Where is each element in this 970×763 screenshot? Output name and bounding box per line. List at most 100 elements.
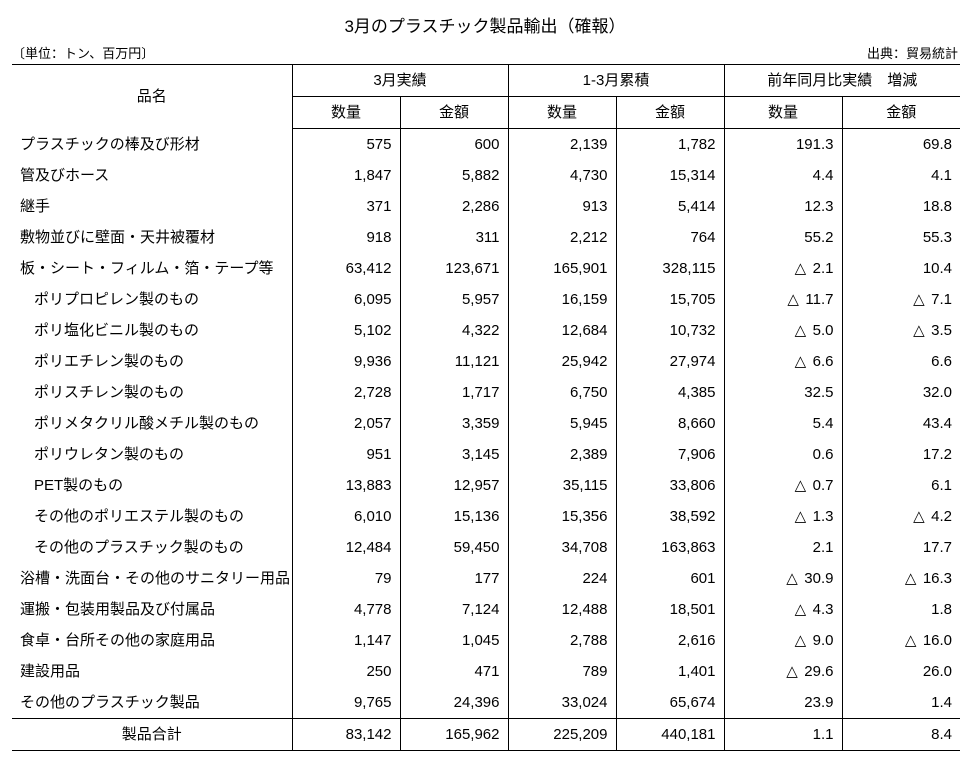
meta-row: 〔単位：トン、百万円〕 出典：貿易統計 (12, 43, 958, 62)
table-cell: 2,728 (292, 377, 400, 408)
table-cell: 27,974 (616, 346, 724, 377)
row-name: ポリウレタン製のもの (12, 439, 292, 470)
table-cell: 600 (400, 129, 508, 161)
table-cell: 8.4 (842, 719, 960, 751)
table-cell: 12.3 (724, 191, 842, 222)
row-name: 建設用品 (12, 656, 292, 687)
table-cell: 471 (400, 656, 508, 687)
table-cell: 2,286 (400, 191, 508, 222)
table-cell: 2.1 (724, 532, 842, 563)
unit-label: 〔単位：トン、百万円〕 (12, 43, 154, 62)
table-cell: 224 (508, 563, 616, 594)
row-name: その他のプラスチック製のもの (12, 532, 292, 563)
table-cell: 25,942 (508, 346, 616, 377)
table-cell: △ 30.9 (724, 563, 842, 594)
table-cell: 9,765 (292, 687, 400, 719)
table-cell: 440,181 (616, 719, 724, 751)
page-title: 3月のプラスチック製品輸出（確報） (12, 12, 958, 37)
table-cell: 15,314 (616, 160, 724, 191)
table-cell: 33,806 (616, 470, 724, 501)
table-cell: △ 5.0 (724, 315, 842, 346)
table-cell: 6,095 (292, 284, 400, 315)
table-cell: 9,936 (292, 346, 400, 377)
table-row: 管及びホース1,8475,8824,73015,3144.44.1 (12, 160, 960, 191)
table-cell: 5,882 (400, 160, 508, 191)
table-row: その他のプラスチック製のもの12,48459,45034,708163,8632… (12, 532, 960, 563)
table-cell: △ 1.3 (724, 501, 842, 532)
table-cell: 12,488 (508, 594, 616, 625)
row-name: プラスチックの棒及び形材 (12, 129, 292, 161)
table-cell: 1,045 (400, 625, 508, 656)
table-row: 板・シート・フィルム・箔・テープ等63,412123,671165,901328… (12, 253, 960, 284)
table-cell: 24,396 (400, 687, 508, 719)
table-cell: 79 (292, 563, 400, 594)
table-cell: 16,159 (508, 284, 616, 315)
table-cell: 18.8 (842, 191, 960, 222)
table-row-total: 製品合計83,142165,962225,209440,1811.18.4 (12, 719, 960, 751)
table-cell: 601 (616, 563, 724, 594)
table-cell: 33,024 (508, 687, 616, 719)
table-cell: 4.1 (842, 160, 960, 191)
table-cell: △ 4.2 (842, 501, 960, 532)
table-cell: 63,412 (292, 253, 400, 284)
table-cell: 5,945 (508, 408, 616, 439)
row-name: 食卓・台所その他の家庭用品 (12, 625, 292, 656)
table-cell: 3,145 (400, 439, 508, 470)
row-name: 板・シート・フィルム・箔・テープ等 (12, 253, 292, 284)
table-cell: 6,750 (508, 377, 616, 408)
header-qty: 数量 (724, 97, 842, 129)
table-cell: 6.6 (842, 346, 960, 377)
table-cell: 250 (292, 656, 400, 687)
header-amt: 金額 (616, 97, 724, 129)
table-row: 食卓・台所その他の家庭用品1,1471,0452,7882,616△ 9.0△ … (12, 625, 960, 656)
table-cell: 918 (292, 222, 400, 253)
table-cell: 15,136 (400, 501, 508, 532)
row-name: ポリメタクリル酸メチル製のもの (12, 408, 292, 439)
table-cell: 5,414 (616, 191, 724, 222)
table-cell: 5,957 (400, 284, 508, 315)
table-cell: △ 2.1 (724, 253, 842, 284)
table-cell: 5,102 (292, 315, 400, 346)
table-cell: 35,115 (508, 470, 616, 501)
table-cell: 2,616 (616, 625, 724, 656)
table-cell: 764 (616, 222, 724, 253)
table-cell: 15,356 (508, 501, 616, 532)
row-name: ポリスチレン製のもの (12, 377, 292, 408)
header-name: 品名 (12, 65, 292, 129)
row-name: 浴槽・洗面台・その他のサニタリー用品 (12, 563, 292, 594)
table-cell: 26.0 (842, 656, 960, 687)
table-cell: 65,674 (616, 687, 724, 719)
table-row: ポリウレタン製のもの9513,1452,3897,9060.617.2 (12, 439, 960, 470)
table-cell: 163,863 (616, 532, 724, 563)
table-cell: 12,957 (400, 470, 508, 501)
table-cell: 5.4 (724, 408, 842, 439)
table-cell: 165,901 (508, 253, 616, 284)
table-cell: 225,209 (508, 719, 616, 751)
table-cell: 32.5 (724, 377, 842, 408)
table-cell: 17.7 (842, 532, 960, 563)
table-cell: 1,401 (616, 656, 724, 687)
table-cell: 32.0 (842, 377, 960, 408)
table-row: PET製のもの13,88312,95735,11533,806△ 0.76.1 (12, 470, 960, 501)
table-row: 敷物並びに壁面・天井被覆材9183112,21276455.255.3 (12, 222, 960, 253)
table-cell: 6.1 (842, 470, 960, 501)
table-cell: 59,450 (400, 532, 508, 563)
table-cell: 789 (508, 656, 616, 687)
table-cell: 4,730 (508, 160, 616, 191)
table-cell: 165,962 (400, 719, 508, 751)
table-cell: 4,385 (616, 377, 724, 408)
row-name: その他のプラスチック製品 (12, 687, 292, 719)
table-cell: 55.2 (724, 222, 842, 253)
source-label: 出典：貿易統計 (867, 43, 958, 62)
table-cell: 2,212 (508, 222, 616, 253)
table-cell: △ 16.0 (842, 625, 960, 656)
header-group-cumulative: 1-3月累積 (508, 65, 724, 97)
table-cell: 10.4 (842, 253, 960, 284)
table-cell: 2,788 (508, 625, 616, 656)
table-cell: 10,732 (616, 315, 724, 346)
table-cell: 13,883 (292, 470, 400, 501)
table-row: その他のポリエステル製のもの6,01015,13615,35638,592△ 1… (12, 501, 960, 532)
table-cell: 913 (508, 191, 616, 222)
table-header: 品名 3月実績 1-3月累積 前年同月比実績 増減 数量 金額 数量 金額 数量… (12, 65, 960, 129)
table-cell: 38,592 (616, 501, 724, 532)
